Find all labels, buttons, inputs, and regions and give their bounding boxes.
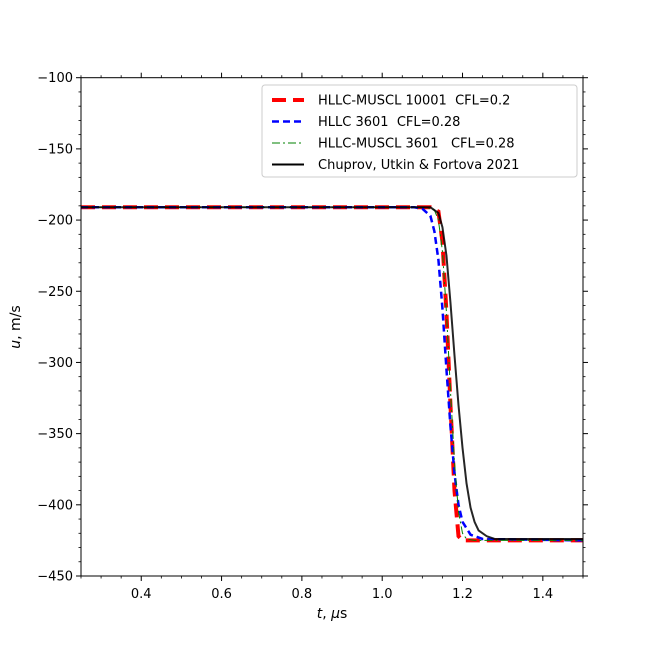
legend-label-3: HLLC-MUSCL 3601 CFL=0.28: [318, 137, 515, 152]
axes: −100 −150 −200 −250 −300 −350 −400 −450 0.4 0.6 0.…: [37, 71, 588, 602]
series-line-4: [81, 206, 583, 540]
legend-items: HLLC-MUSCL 10001 CFL=0.2 HLLC 3601 CFL=0.…: [272, 94, 519, 173]
y-tick-label: −250: [37, 285, 73, 300]
plot-series: [81, 205, 584, 543]
plot-frame: [80, 77, 584, 577]
y-tick-label: −450: [37, 570, 73, 585]
y-axis-label: u, m/s: [8, 305, 24, 348]
legend: HLLC-MUSCL 10001 CFL=0.2 HLLC 3601 CFL=0.…: [261, 84, 578, 178]
y-tick-label: −400: [37, 498, 73, 513]
x-axis-label: t, μs: [317, 606, 348, 622]
legend-box: [261, 84, 578, 178]
x-tick-label: 1.0: [372, 587, 393, 602]
y-tick-label: −200: [37, 214, 73, 229]
x-tick-label: 0.8: [292, 587, 313, 602]
x-tick-label: 1.2: [452, 587, 473, 602]
legend-label-1: HLLC-MUSCL 10001 CFL=0.2: [318, 94, 510, 109]
series-line-2: [81, 206, 584, 542]
legend-label-4: Chuprov, Utkin & Fortova 2021: [318, 158, 519, 173]
x-tick-label: 1.4: [532, 587, 553, 602]
y-tick-label: −100: [37, 71, 73, 86]
x-tick-label: 0.6: [211, 587, 232, 602]
x-tick-label: 0.4: [131, 587, 152, 602]
legend-label-2: HLLC 3601 CFL=0.28: [318, 115, 460, 130]
y-tick-label: −350: [37, 427, 73, 442]
y-tick-label: −300: [37, 356, 73, 371]
y-tick-label: −150: [37, 142, 73, 157]
